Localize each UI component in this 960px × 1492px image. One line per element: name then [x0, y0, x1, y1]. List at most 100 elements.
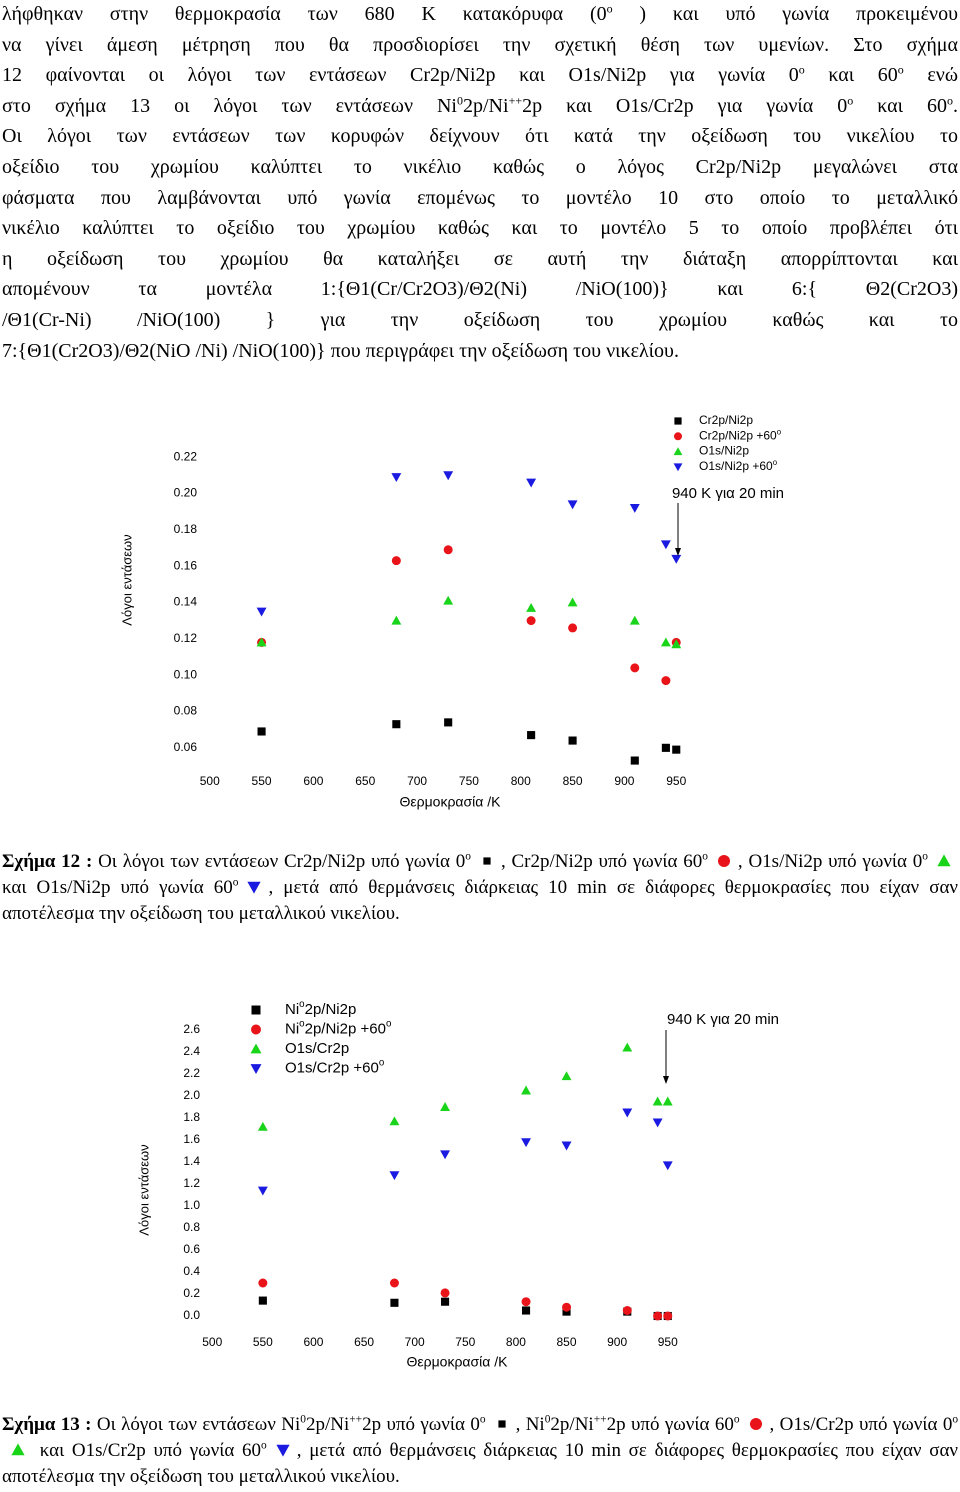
legend-icon	[717, 855, 730, 867]
y-tick-label: 1.6	[183, 1132, 200, 1146]
text-run: , Ni	[515, 1414, 545, 1435]
data-point	[661, 676, 671, 686]
superscript: o	[733, 1413, 740, 1426]
data-point	[672, 745, 681, 754]
y-tick-label: 0.18	[174, 522, 198, 536]
paragraph-line: οξείδιο του χρωμίου καλύπτει το νικέλιο …	[2, 152, 958, 183]
legend-icon	[749, 1418, 762, 1430]
arrow-head	[663, 1076, 669, 1084]
data-point	[441, 1297, 450, 1306]
legend-label: O1s/Ni2p +60o	[699, 457, 778, 473]
paragraph-line: /Θ1(Cr-Ni) /NiO(100) } για την οξείδωση …	[2, 305, 958, 336]
data-point	[661, 743, 670, 752]
caption-label: Σχήμα 13 :	[2, 1414, 92, 1435]
text-run: /Θ1(Cr-Ni) /NiO(100) } για την οξείδωση …	[2, 308, 958, 331]
x-tick-label: 500	[202, 1335, 222, 1349]
superscript: ++	[593, 1413, 607, 1426]
x-tick-label: 700	[405, 1335, 425, 1349]
annotation: 940 K για 20 min	[667, 1011, 779, 1028]
x-tick-label: 850	[557, 1335, 577, 1349]
data-point	[671, 639, 682, 649]
icon-shape	[497, 1420, 506, 1428]
data-point	[444, 718, 453, 727]
data-point	[256, 607, 267, 617]
paragraph-line: 12 φαίνονται οι λόγοι των εντάσεων Cr2p/…	[2, 60, 958, 91]
text-run: O1s/Ni2p	[699, 444, 749, 458]
data-point	[526, 602, 537, 612]
superscript: o	[897, 62, 904, 77]
y-axis-title: Λόγοι εντάσεων	[136, 1144, 151, 1235]
text-run: η οξείδωση του χρωμίου θα καταλήξει σε α…	[2, 247, 958, 270]
superscript: o	[386, 1019, 392, 1030]
superscript: o	[777, 427, 782, 436]
icon-shape	[276, 1444, 290, 1457]
legend-label: O1s/Cr2p +60o	[285, 1058, 385, 1077]
data-point	[389, 1116, 400, 1126]
x-tick-label: 550	[252, 774, 272, 788]
legend-marker	[250, 1043, 262, 1054]
data-point	[562, 1302, 572, 1312]
text-run: 2p και O1s/Cr2p για γωνία 0	[522, 94, 848, 117]
y-tick-label: 2.4	[183, 1044, 200, 1058]
legend-label: Nio2p/Ni2p +60o	[285, 1019, 392, 1038]
paragraph-line: Οι λόγοι των εντάσεων των κορυφών δείχνο…	[2, 121, 958, 152]
data-point	[521, 1297, 531, 1307]
text-run: Cr2p/Ni2p +60	[699, 428, 777, 442]
text-run: .	[953, 94, 958, 117]
text-run: 2p/Ni	[550, 1414, 594, 1435]
data-point	[660, 540, 671, 550]
text-run: 2p/Ni	[305, 1414, 350, 1435]
superscript: o	[922, 850, 928, 863]
paragraph-line: η οξείδωση του χρωμίου θα καταλήξει σε α…	[2, 244, 958, 275]
data-point	[258, 1278, 268, 1288]
y-tick-label: 1.0	[183, 1198, 200, 1212]
legend-marker	[673, 447, 683, 456]
legend-label: O1s/Cr2p	[285, 1040, 349, 1057]
data-point	[521, 1085, 531, 1095]
paragraph-line: λήφθηκαν στην θερμοκρασία των 680 K κατα…	[2, 0, 958, 30]
icon-shape	[483, 857, 491, 865]
text-run: και 60	[804, 64, 898, 87]
data-point	[440, 1102, 451, 1111]
data-point	[392, 720, 401, 729]
y-tick-label: 0.20	[174, 486, 198, 500]
data-point	[391, 556, 401, 566]
x-tick-label: 800	[511, 774, 531, 788]
x-tick-label: 900	[614, 774, 634, 788]
data-point	[561, 1071, 572, 1081]
icon-shape	[11, 1443, 25, 1456]
text-run: 2p/Ni2p +60	[305, 1020, 386, 1037]
x-tick-label: 850	[563, 774, 583, 788]
data-point	[567, 597, 578, 607]
data-point	[443, 595, 454, 605]
chart: 0.06 0.08 0.10 0.12 0.14 0.16 0.18 0.20 0.22 500 5…	[119, 413, 784, 810]
paragraph-line: νικέλιο καλύπτει το οξείδιο του χρωμίου …	[2, 213, 958, 244]
data-point	[568, 623, 578, 633]
y-tick-label: 0.08	[174, 704, 198, 718]
legend-icon	[276, 1444, 290, 1457]
superscript: o	[465, 850, 471, 863]
data-point	[389, 1171, 400, 1181]
y-tick-label: 0.22	[174, 449, 198, 463]
text-run: Οι λόγοι των εντάσεων Ni	[91, 1414, 301, 1435]
x-axis-title: Θερμοκρασία /K	[407, 1354, 509, 1370]
legend-icon	[483, 857, 491, 865]
legend-icon	[11, 1443, 25, 1456]
x-tick-label: 500	[200, 774, 220, 788]
paragraph-line: να γίνει άμεση μέτρηση που θα προσδιορίσ…	[2, 30, 958, 61]
data-point	[526, 616, 536, 626]
data-point	[443, 545, 453, 555]
data-point	[526, 478, 537, 488]
superscript: o	[952, 1413, 959, 1426]
data-point	[652, 1096, 663, 1106]
text-run: Ni	[285, 1001, 299, 1018]
data-point	[256, 637, 267, 647]
legend-icon	[937, 854, 951, 867]
text-run: 7:{Θ1(Cr2O3)/Θ2(NiO /Ni) /NiO(100)} που …	[2, 339, 679, 362]
paragraph-line: στο σχήμα 13 οι λόγοι των εντάσεων Ni02p…	[2, 91, 958, 122]
legend-marker	[251, 1024, 261, 1035]
superscript: o	[299, 1019, 305, 1030]
